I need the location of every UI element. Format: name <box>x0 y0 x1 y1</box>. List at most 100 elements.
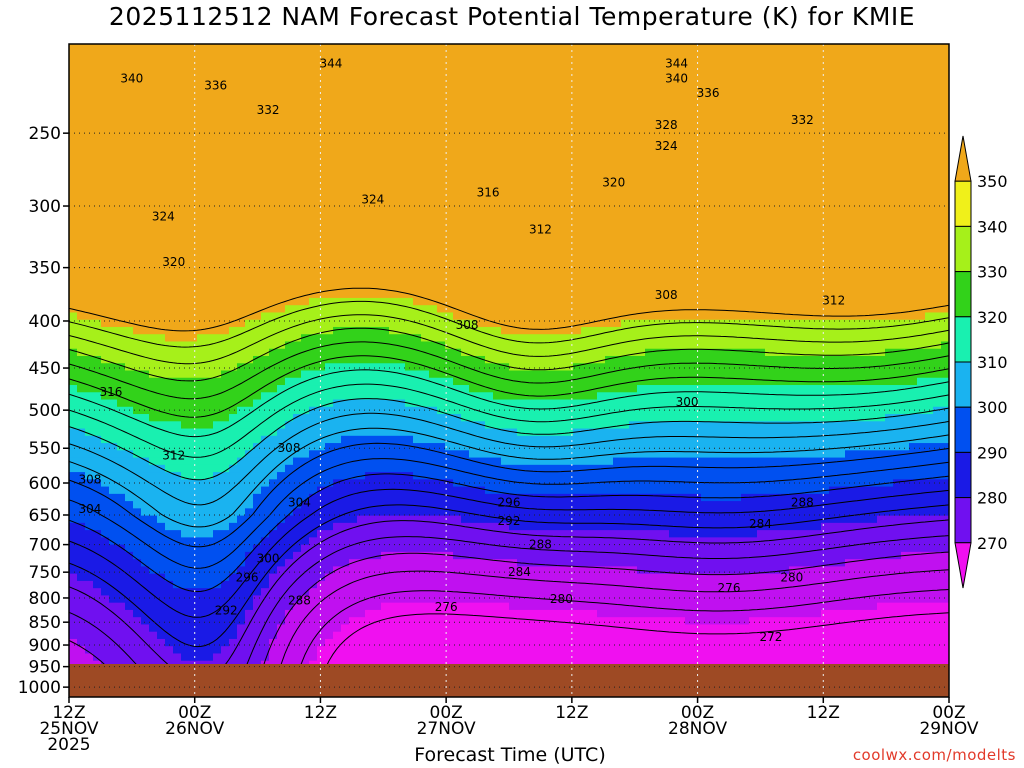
contour-label: 312 <box>162 448 185 462</box>
contour-label: 324 <box>655 139 678 153</box>
contour-label: 284 <box>508 565 531 579</box>
x-tick-label-time: 12Z <box>555 703 588 723</box>
colorbar-label: 290 <box>977 443 1008 462</box>
colorbar-label: 300 <box>977 398 1008 417</box>
x-tick-label-time: 00Z <box>430 703 463 723</box>
x-tick-label-year: 2025 <box>47 735 90 755</box>
contour-line <box>69 300 949 348</box>
y-tick-label: 450 <box>29 359 61 379</box>
contour-label: 296 <box>236 570 259 584</box>
contour-label: 284 <box>749 517 772 531</box>
contour-label: 320 <box>162 255 185 269</box>
contour-label: 296 <box>498 496 521 510</box>
y-tick-label: 600 <box>29 474 61 494</box>
y-tick-label: 750 <box>29 563 61 583</box>
contour-label: 336 <box>697 86 720 100</box>
colorbar-swatch <box>954 451 972 499</box>
x-tick-label-date: 26NOV <box>165 719 224 739</box>
contour-label: 292 <box>498 514 521 528</box>
colorbar-min-triangle <box>954 542 972 589</box>
contour-label: 288 <box>529 538 552 552</box>
colorbar-label: 340 <box>977 217 1008 236</box>
contour-line <box>69 488 949 618</box>
y-tick-label: 300 <box>29 197 61 217</box>
contour-label: 332 <box>257 103 280 117</box>
contour-line <box>296 589 949 678</box>
contour-label: 276 <box>435 600 458 614</box>
x-tick-label-date: 29NOV <box>919 719 978 739</box>
colorbar: 350 340 330 320 310 300 290 280 270 <box>954 135 1008 589</box>
y-tick-label: 500 <box>29 401 61 421</box>
x-tick-label-date: 25NOV <box>39 719 98 739</box>
contour-label: 288 <box>288 593 311 607</box>
contour-line <box>69 473 949 593</box>
y-tick-label: 800 <box>29 589 61 609</box>
colorbar-label: 310 <box>977 353 1008 372</box>
contour-label: 308 <box>278 441 301 455</box>
y-tick-label: 400 <box>29 312 61 332</box>
contour-label: 300 <box>257 552 280 566</box>
x-tick-label-time: 00Z <box>681 703 714 723</box>
contour-line <box>69 369 949 438</box>
contour-line <box>69 314 949 365</box>
y-tick-label: 700 <box>29 536 61 556</box>
colorbar-swatch <box>954 497 972 544</box>
y-tick-label: 550 <box>29 439 61 459</box>
colorbar-label: 350 <box>977 172 1008 191</box>
contour-label: 300 <box>676 395 699 409</box>
contour-label: 308 <box>456 318 479 332</box>
contour-line <box>69 427 949 528</box>
contour-label: 288 <box>791 496 814 510</box>
y-tick-label: 850 <box>29 613 61 633</box>
colorbar-swatch <box>954 180 972 227</box>
colorbar-label: 270 <box>977 534 1008 553</box>
contour-label: 340 <box>120 71 143 85</box>
contour-label: 344 <box>319 56 342 70</box>
contour-line <box>69 341 949 400</box>
plot-area <box>69 44 949 697</box>
colorbar-swatch <box>954 225 972 273</box>
contour-line <box>69 383 949 458</box>
y-tick-label: 950 <box>29 658 61 678</box>
contour-label: 280 <box>550 592 573 606</box>
contour-line <box>69 398 949 481</box>
colorbar-label: 320 <box>977 308 1008 327</box>
contour-line <box>276 569 949 680</box>
contour-label: 316 <box>99 385 122 399</box>
colorbar-swatch <box>954 316 972 363</box>
contour-label: 344 <box>665 56 688 70</box>
x-tick-label-time: 00Z <box>932 703 965 723</box>
contour-line <box>69 287 949 332</box>
colorbar-swatch <box>954 361 972 408</box>
contour-label: 308 <box>78 473 101 487</box>
contour-label: 292 <box>215 603 238 617</box>
contour-line <box>69 504 949 648</box>
contour-label: 336 <box>204 79 227 93</box>
y-tick-label: 900 <box>29 636 61 656</box>
contour-label: 312 <box>822 293 845 307</box>
credit-text: coolwx.com/modelts <box>852 746 1016 764</box>
contour-line <box>69 327 949 382</box>
ground-below-surface <box>69 664 949 697</box>
x-tick-label-time: 12Z <box>807 703 840 723</box>
contour-label: 328 <box>655 118 678 132</box>
contour-label: 324 <box>152 210 175 224</box>
colorbar-swatch <box>954 271 972 318</box>
x-axis-label: Forecast Time (UTC) <box>414 744 606 766</box>
contour-line <box>256 551 949 689</box>
chart-title: 2025112512 NAM Forecast Potential Temper… <box>108 2 916 31</box>
colorbar-swatch <box>954 406 972 453</box>
y-tick-label: 650 <box>29 506 61 526</box>
contour-label: 332 <box>791 113 814 127</box>
contour-label: 308 <box>655 288 678 302</box>
contour-line <box>69 355 949 418</box>
plot-frame <box>68 43 950 698</box>
colorbar-label: 330 <box>977 263 1008 282</box>
contour-label: 320 <box>602 176 625 190</box>
contour-line <box>236 535 949 689</box>
x-tick-label-time: 12Z <box>52 703 85 723</box>
contour-label: 304 <box>78 502 101 516</box>
contour-line <box>69 412 949 506</box>
colorbar-max-triangle <box>954 135 972 182</box>
